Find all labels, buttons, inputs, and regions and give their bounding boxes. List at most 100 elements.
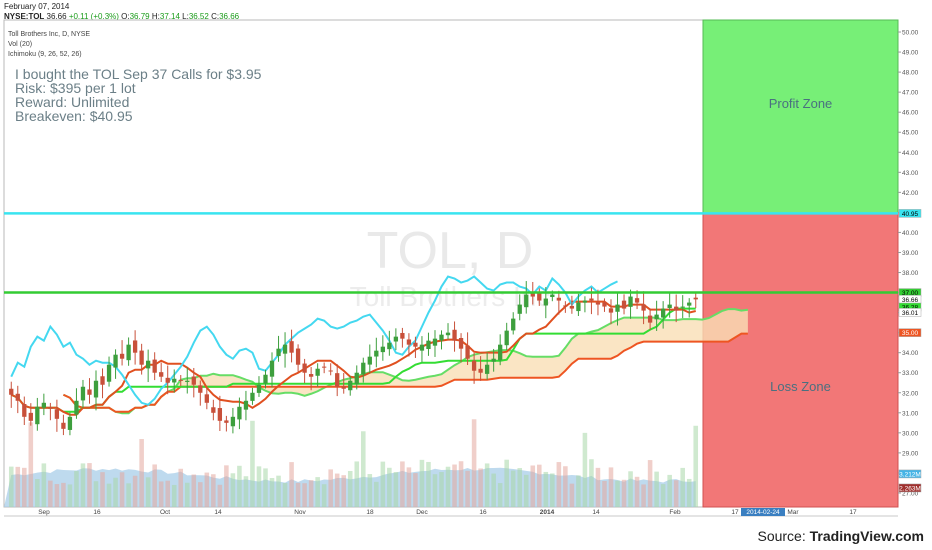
volume-bar bbox=[211, 474, 216, 507]
volume-bar bbox=[387, 467, 392, 507]
candle-body bbox=[41, 402, 47, 408]
source-credit[interactable]: Source: TradingView.com bbox=[757, 528, 924, 544]
study-name: Toll Brothers Inc, D, NYSE bbox=[8, 31, 90, 38]
candle-body bbox=[165, 377, 170, 383]
trade-note-line2: Risk: $395 per 1 lot bbox=[15, 80, 136, 96]
candle-body bbox=[250, 392, 255, 401]
candle-body bbox=[243, 400, 249, 410]
price-badge-box bbox=[898, 308, 922, 317]
volume-bar bbox=[419, 459, 425, 507]
volume-bar bbox=[458, 461, 464, 507]
x-tick-label: 18 bbox=[366, 509, 374, 516]
candle-body bbox=[28, 412, 33, 421]
volume-bar bbox=[465, 470, 470, 507]
volume-bar bbox=[634, 476, 640, 507]
y-tick-label: 50.00 bbox=[902, 30, 919, 37]
volume-bar bbox=[152, 464, 157, 507]
volume-bar bbox=[178, 468, 184, 507]
volume-bar bbox=[243, 476, 249, 507]
candle-body bbox=[471, 360, 477, 371]
candle-body bbox=[589, 298, 594, 301]
loss-zone bbox=[702, 212, 899, 508]
candle-body bbox=[348, 380, 353, 391]
volume-bar bbox=[628, 471, 633, 507]
senkou-b-line bbox=[62, 332, 748, 413]
candle-body bbox=[465, 345, 470, 359]
candle-body bbox=[569, 305, 575, 309]
volume-bar bbox=[184, 482, 190, 507]
header-close-label: C: bbox=[211, 12, 220, 21]
candle-body bbox=[308, 374, 314, 377]
volume-bar bbox=[602, 480, 607, 507]
candle-body bbox=[680, 306, 685, 308]
candle-body bbox=[35, 406, 40, 425]
candle-body bbox=[61, 422, 66, 429]
volume-bar bbox=[347, 470, 353, 507]
volume-bar bbox=[589, 459, 594, 507]
candle-body bbox=[211, 407, 216, 413]
volume-bar bbox=[308, 480, 314, 507]
candle-body bbox=[48, 407, 53, 409]
price-badge-label: 36.66 bbox=[902, 297, 919, 304]
volume-bar bbox=[445, 466, 451, 507]
y-tick-label: 27.00 bbox=[902, 490, 919, 497]
volume-bar bbox=[106, 483, 112, 507]
volume-bar bbox=[237, 465, 242, 507]
volume-bar bbox=[230, 473, 236, 507]
volume-bar bbox=[393, 472, 399, 507]
candle-body bbox=[22, 404, 27, 417]
y-tick-label: 42.00 bbox=[902, 190, 919, 197]
candle-body bbox=[172, 378, 177, 383]
volume-bar bbox=[484, 463, 490, 507]
volume-bar bbox=[35, 479, 40, 507]
volume-bar bbox=[282, 482, 288, 507]
candle-body bbox=[576, 302, 581, 312]
volume-bar bbox=[100, 472, 105, 507]
loss-zone-label: Loss Zone bbox=[770, 379, 831, 394]
candle-body bbox=[74, 400, 79, 415]
candle-body bbox=[15, 393, 20, 401]
volume-bar bbox=[680, 467, 685, 507]
candle-body bbox=[374, 350, 379, 357]
x-tick-label: 17 bbox=[731, 509, 739, 516]
price-badge-label: 36.28 bbox=[902, 304, 919, 311]
price-badge-label: 35.00 bbox=[902, 330, 919, 337]
x-tick-label: Sep bbox=[38, 509, 50, 516]
header-quote: NYSE:TOL 36.66 +0.11 (+0.3%) O:36.79 H:3… bbox=[4, 12, 239, 21]
volume-bar bbox=[491, 473, 496, 507]
volume-bar bbox=[497, 483, 503, 507]
candle-body bbox=[602, 302, 607, 307]
volume-bar bbox=[41, 463, 47, 507]
volume-bar bbox=[660, 484, 666, 507]
candle-body bbox=[367, 356, 372, 365]
candle-body bbox=[191, 376, 196, 385]
volume-bar bbox=[693, 425, 699, 507]
y-tick-label: 40.00 bbox=[902, 230, 919, 237]
candle-body bbox=[198, 385, 203, 393]
candle-body bbox=[621, 300, 627, 309]
header-low-label: L: bbox=[182, 12, 189, 21]
x-tick-label: Feb bbox=[669, 509, 681, 516]
candle-body bbox=[504, 330, 509, 346]
x-tick-label: Oct bbox=[160, 509, 170, 516]
source-prefix: Source: bbox=[757, 528, 810, 544]
volume-bar bbox=[550, 473, 555, 507]
volume-bar bbox=[380, 461, 386, 507]
header-close: 36.66 bbox=[219, 12, 240, 21]
candle-body bbox=[608, 308, 614, 313]
candle-body bbox=[511, 318, 516, 331]
candle-body bbox=[295, 348, 301, 365]
volume-bar bbox=[321, 484, 327, 507]
candle-body bbox=[628, 296, 633, 307]
candle-body bbox=[269, 360, 275, 377]
candle-body bbox=[550, 294, 555, 298]
candle-body bbox=[341, 386, 346, 389]
candle-body bbox=[393, 336, 399, 342]
candle-body bbox=[380, 346, 385, 353]
x-tick-label: 14 bbox=[592, 509, 600, 516]
candle-body bbox=[276, 348, 281, 357]
header-high-label: H: bbox=[151, 12, 160, 21]
volume-bar bbox=[510, 470, 516, 507]
candle-body bbox=[159, 372, 164, 377]
